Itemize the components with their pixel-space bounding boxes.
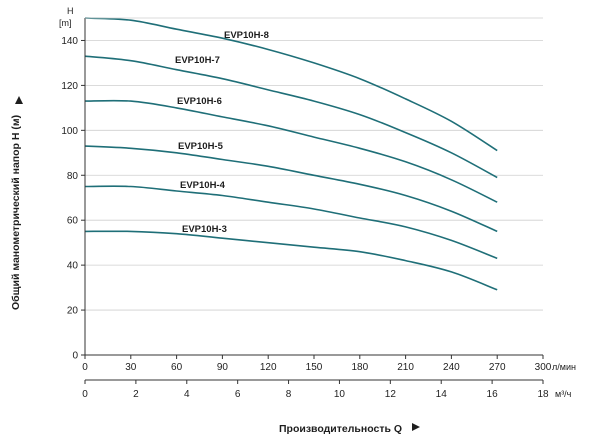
x-tick-label: 30: [125, 362, 137, 373]
curve-label: EVP10H-3: [182, 224, 227, 235]
y-tick-label: 60: [67, 216, 79, 227]
grid-lines: [85, 40, 543, 311]
x-tick-label: 150: [306, 362, 323, 373]
y-tick-label: 20: [67, 306, 79, 317]
curve-evp10h-4: [84, 185, 498, 260]
x2-tick-label: 10: [334, 389, 346, 400]
x-tick-label: 270: [489, 362, 506, 373]
curve-labels: EVP10H-8 EVP10H-7 EVP10H-6 EVP10H-5 EVP10H-4…: [175, 30, 269, 235]
y-tick-label: 100: [61, 126, 78, 137]
x-axis-unit: л/мин: [552, 362, 576, 372]
x2-tick-label: 8: [286, 389, 292, 400]
curve-label: EVP10H-4: [180, 180, 226, 191]
x-tick-label: 300: [535, 362, 552, 373]
y-tick-label: 80: [67, 171, 79, 182]
y-tick-label: 140: [61, 36, 78, 47]
y-axis-title-arrow-icon: [15, 96, 23, 104]
x2-tick-label: 6: [235, 389, 241, 400]
curve-label: EVP10H-5: [178, 141, 224, 152]
x-tick-label: 120: [260, 362, 277, 373]
x-tick-label: 240: [443, 362, 460, 373]
x2-tick-label: 4: [184, 389, 190, 400]
curve-evp10h-7: [84, 55, 498, 179]
x-tick-label: 210: [397, 362, 414, 373]
y-axis-unit: [m]: [59, 18, 72, 28]
x-axis-title-arrow-icon: [412, 423, 420, 431]
x-axis-title: Производительность Q: [279, 423, 402, 435]
curve-label: EVP10H-7: [175, 55, 220, 66]
y-axis-symbol: H: [67, 6, 74, 16]
curve-evp10h-6: [84, 99, 498, 203]
pump-curves: [84, 17, 498, 291]
y-tick-label: 0: [72, 351, 78, 362]
x-tick-label: 90: [217, 362, 229, 373]
x-tick-label: 60: [171, 362, 183, 373]
y-tick-label: 40: [67, 261, 79, 272]
curve-evp10h-8: [84, 17, 498, 152]
x2-tick-label: 18: [537, 389, 549, 400]
x2-tick-label: 0: [82, 389, 88, 400]
y-axis-title: Общий манометрический напор H (м): [10, 115, 22, 310]
curve-label: EVP10H-8: [224, 30, 269, 41]
x2-tick-label: 12: [385, 389, 397, 400]
x2-tick-label: 16: [487, 389, 499, 400]
x2-tick-label: 14: [436, 389, 448, 400]
x-axis-secondary-unit: м³/ч: [555, 389, 572, 399]
y-tick-label: 120: [61, 81, 78, 92]
x-tick-label: 0: [82, 362, 88, 373]
curve-evp10h-3: [84, 230, 498, 291]
curve-label: EVP10H-6: [177, 96, 222, 107]
x-tick-label: 180: [351, 362, 368, 373]
x2-tick-label: 2: [133, 389, 139, 400]
curve-evp10h-5: [84, 145, 498, 233]
